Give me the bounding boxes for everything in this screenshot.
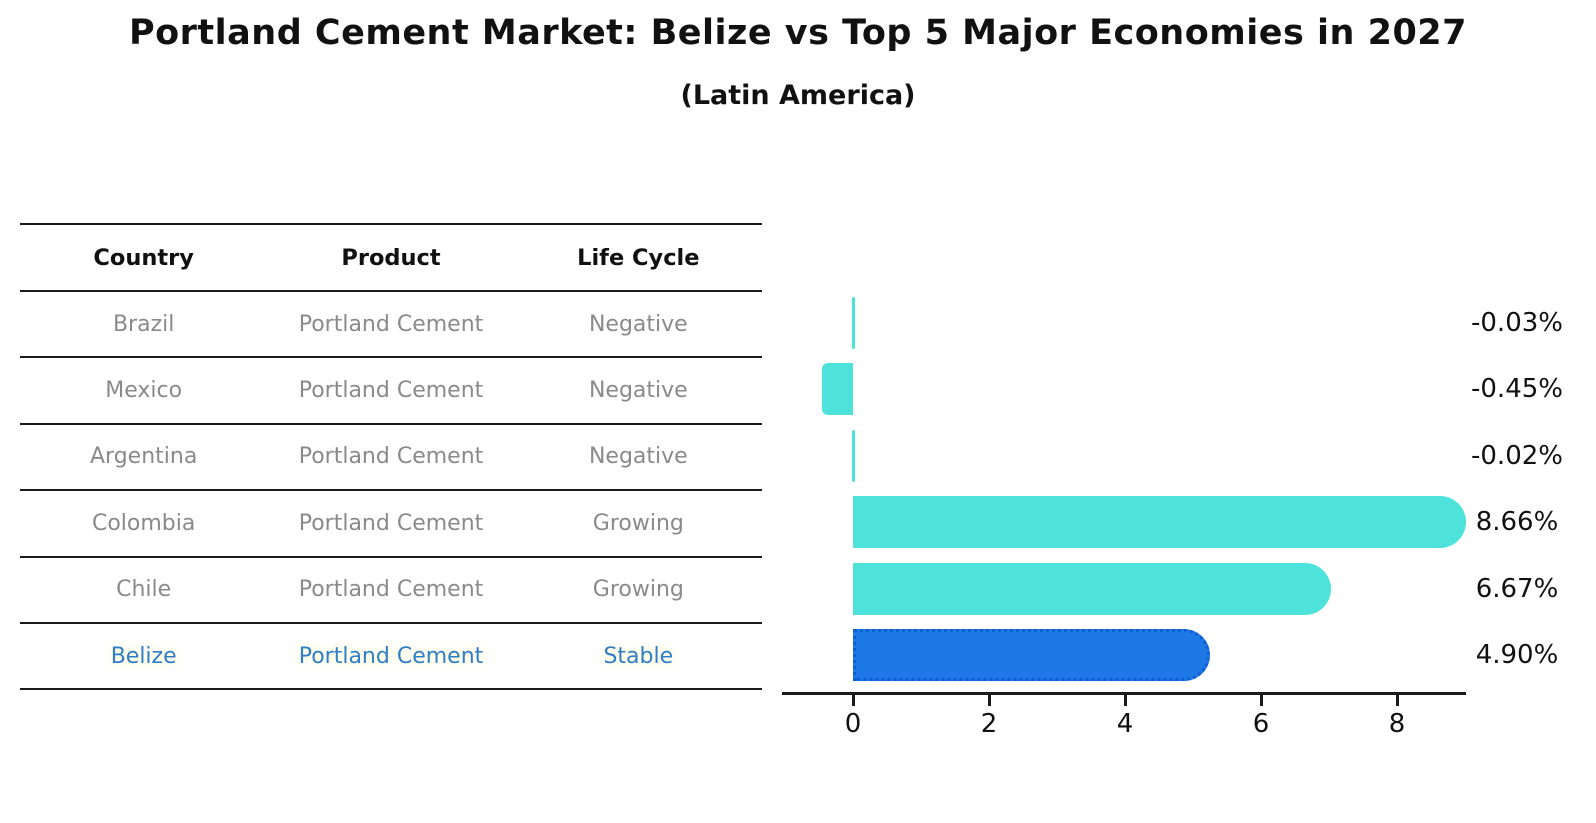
country-table: Country Product Life Cycle Brazil Portla… [20, 223, 762, 691]
x-axis-tick [1395, 695, 1399, 706]
x-axis-tick-label: 6 [1252, 709, 1270, 739]
table-cell-country: Colombia [91, 510, 196, 536]
table-cell-product: Portland Cement [298, 378, 484, 404]
table-cell-life-cycle: Negative [588, 311, 688, 337]
table-cell-life-cycle: Negative [588, 444, 688, 470]
table-cell-product: Portland Cement [298, 444, 484, 470]
bar-value-label-belize: 4.90% [1475, 640, 1559, 670]
page-title: Portland Cement Market: Belize vs Top 5 … [128, 13, 1468, 53]
table-cell-country: Mexico [105, 378, 183, 404]
bar-value-label-mexico: -0.45% [1471, 374, 1563, 405]
x-axis-tick [851, 695, 855, 706]
table-cell-country: Argentina [90, 444, 198, 470]
x-axis-tick-label: 2 [980, 709, 998, 739]
table-row-highlight-belize: Belize Portland Cement Stable [20, 621, 762, 688]
table-header-country: Country [93, 244, 194, 271]
bar-value-label-brazil: -0.03% [1471, 308, 1563, 338]
table-header-product: Product [341, 244, 441, 271]
bar-mexico [822, 363, 853, 416]
bar-value-label-chile: 6.67% [1475, 573, 1559, 604]
table-cell-product: Portland Cement [298, 643, 484, 669]
bar-brazil [851, 297, 855, 349]
x-axis-line [782, 692, 1466, 695]
x-axis-tick-label: 4 [1116, 709, 1134, 739]
table-cell-product: Portland Cement [298, 510, 484, 536]
table-cell-product: Portland Cement [298, 577, 484, 603]
x-axis-tick [987, 695, 991, 706]
table-header-row: Country Product Life Cycle [20, 223, 762, 290]
table-row: Argentina Portland Cement Negative [20, 422, 762, 489]
table-cell-life-cycle: Growing [592, 510, 684, 536]
table-row: Brazil Portland Cement Negative [20, 290, 762, 356]
x-axis-tick-label: 8 [1388, 709, 1406, 739]
bar-colombia [853, 496, 1466, 549]
table-row: Chile Portland Cement Growing [20, 555, 762, 622]
bar-chart: 0 2 4 6 8 -0.03% -0.45% -0.02% 8.66% 6.67% 4.90% [782, 223, 1596, 783]
table-cell-life-cycle: Stable [603, 643, 674, 669]
table-cell-country: Brazil [112, 311, 175, 337]
bar-value-label-argentina: -0.02% [1471, 440, 1563, 471]
x-axis-tick [1259, 695, 1263, 706]
table-row: Colombia Portland Cement Growing [20, 489, 762, 555]
page-subtitle: (Latin America) [680, 80, 916, 111]
table-cell-life-cycle: Negative [588, 378, 688, 404]
bar-argentina [851, 429, 855, 482]
table-cell-life-cycle: Growing [592, 577, 684, 603]
bar-belize [853, 629, 1211, 681]
table-cell-country: Chile [116, 577, 172, 603]
table-header-life-cycle: Life Cycle [577, 244, 700, 271]
table-cell-product: Portland Cement [298, 311, 484, 337]
x-axis-tick [1123, 695, 1127, 706]
bar-value-label-colombia: 8.66% [1475, 507, 1559, 538]
table-row: Mexico Portland Cement Negative [20, 356, 762, 422]
x-axis-tick-label: 0 [844, 709, 862, 739]
table-cell-country: Belize [110, 643, 177, 669]
bar-chile [853, 562, 1331, 615]
